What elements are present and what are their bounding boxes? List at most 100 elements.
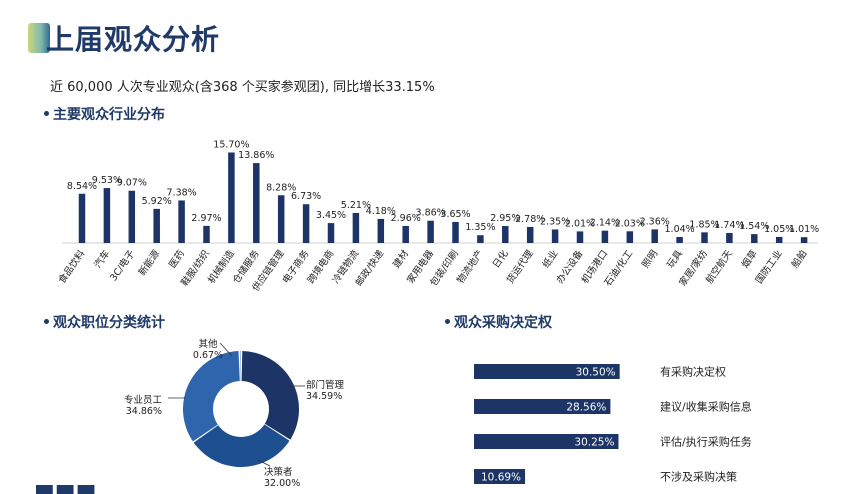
category-label: 汽车 [92, 248, 113, 270]
bar [551, 229, 559, 243]
bar [452, 221, 459, 243]
slice-name-label: 专业员工 [124, 394, 163, 406]
slice-name-label: 其他 [198, 338, 218, 350]
category-label: 照明 [640, 248, 660, 270]
bar [228, 152, 235, 243]
data-label: 1.01% [789, 224, 819, 235]
data-label: 7.38% [167, 187, 197, 198]
data-label: 2.14% [590, 218, 620, 229]
category-label: 烟草 [739, 248, 760, 270]
next-section-title-cutoff: ■■■ [34, 484, 184, 494]
data-label: 8.28% [266, 182, 296, 193]
data-label: 1.04% [665, 224, 695, 235]
category-label: 3C/电子 [107, 247, 137, 283]
decision-bar-chart: 30.50% 有采购决定权 28.56% 建议/收集采购信息 30.25% 评估/执行采购… [474, 364, 752, 484]
hbar-category-label: 建议/收集采购信息 [660, 400, 752, 414]
slice-value-label: 34.86% [126, 406, 162, 417]
category-label: 医药 [167, 248, 187, 270]
section-title-industry: 主要观众行业分布 [44, 104, 165, 124]
bar [477, 235, 484, 243]
hbar [474, 434, 619, 449]
data-label: 15.70% [213, 139, 249, 150]
section-title-position: 观众职位分类统计 [44, 312, 165, 332]
bar [203, 225, 210, 243]
bar [153, 208, 160, 243]
donut-slice [183, 351, 240, 442]
bar [601, 230, 609, 243]
bar [726, 232, 733, 243]
leader-line [257, 459, 271, 467]
bar [253, 163, 260, 243]
slice-name-label: 部门管理 [306, 379, 345, 391]
category-label: 纸业 [540, 248, 561, 270]
data-label: 13.86% [238, 150, 274, 161]
bar [651, 229, 658, 243]
bar [377, 218, 385, 243]
data-label: 3.45% [316, 210, 346, 221]
data-label: 2.97% [191, 213, 221, 224]
data-label: 1.74% [714, 220, 744, 231]
donut-slice [193, 424, 290, 467]
bar [751, 234, 758, 243]
leader-line [219, 342, 233, 357]
hbar-category-label: 有采购决定权 [660, 365, 726, 379]
donut-slice [241, 351, 299, 440]
category-label: 日化 [490, 247, 511, 270]
page-title: 上届观众分析 [46, 23, 221, 56]
data-label: 1.54% [739, 221, 769, 232]
hbar [474, 364, 620, 379]
hbar-value-label: 30.50% [576, 367, 616, 379]
category-label: 船舶 [789, 248, 810, 270]
slice-value-label: 32.00% [264, 478, 300, 489]
category-label: 玩具 [665, 248, 685, 270]
bar [103, 188, 111, 243]
category-label: 食品饮料 [56, 247, 88, 285]
data-label: 3.86% [416, 208, 446, 219]
data-label: 5.92% [142, 196, 172, 207]
slice-value-label: 0.67% [193, 350, 223, 361]
bar [676, 237, 683, 243]
slice-value-label: 34.59% [306, 391, 342, 402]
data-label: 2.95% [490, 213, 520, 224]
hbar-value-label: 30.25% [574, 437, 614, 449]
data-label: 5.21% [341, 200, 371, 211]
category-label: 航空航天 [703, 247, 735, 285]
bar [626, 231, 634, 243]
bar [701, 232, 708, 243]
data-label: 4.18% [366, 206, 396, 217]
data-label: 1.05% [764, 224, 794, 235]
data-label: 2.03% [615, 218, 645, 229]
header-accent-bar [28, 23, 50, 53]
category-label: 货运代理 [504, 247, 536, 285]
bar [502, 225, 509, 243]
bar [178, 200, 185, 243]
data-label: 9.07% [117, 178, 147, 189]
hbar [474, 469, 526, 484]
bar [427, 220, 434, 243]
bar [526, 226, 534, 243]
data-label: 1.35% [465, 222, 495, 233]
hbar-category-label: 评估/执行采购任务 [660, 435, 752, 449]
bullet-icon [445, 318, 450, 324]
data-label: 2.96% [391, 213, 421, 224]
data-label: 3.65% [440, 209, 470, 220]
hbar-value-label: 28.56% [566, 402, 606, 414]
slice-name-label: 决策者 [264, 466, 293, 478]
bar [402, 225, 409, 243]
bar [775, 236, 783, 243]
data-label: 2.36% [640, 216, 670, 227]
data-label: 2.78% [515, 214, 545, 225]
bar [302, 204, 310, 243]
bar [800, 237, 808, 243]
data-label: 1.85% [689, 219, 719, 230]
summary-text: 近 60,000 人次专业观众(含368 个买家参观团), 同比增长33.15% [50, 80, 435, 95]
category-label: 建材 [390, 247, 411, 270]
hbar-category-label: 不涉及采购决策 [660, 470, 737, 484]
bar [128, 190, 136, 243]
donut-slice [239, 351, 241, 382]
bar [277, 195, 285, 243]
bullet-icon [44, 110, 49, 116]
hbar [474, 399, 611, 414]
bullet-icon [44, 318, 49, 324]
data-label: 2.35% [540, 216, 570, 227]
